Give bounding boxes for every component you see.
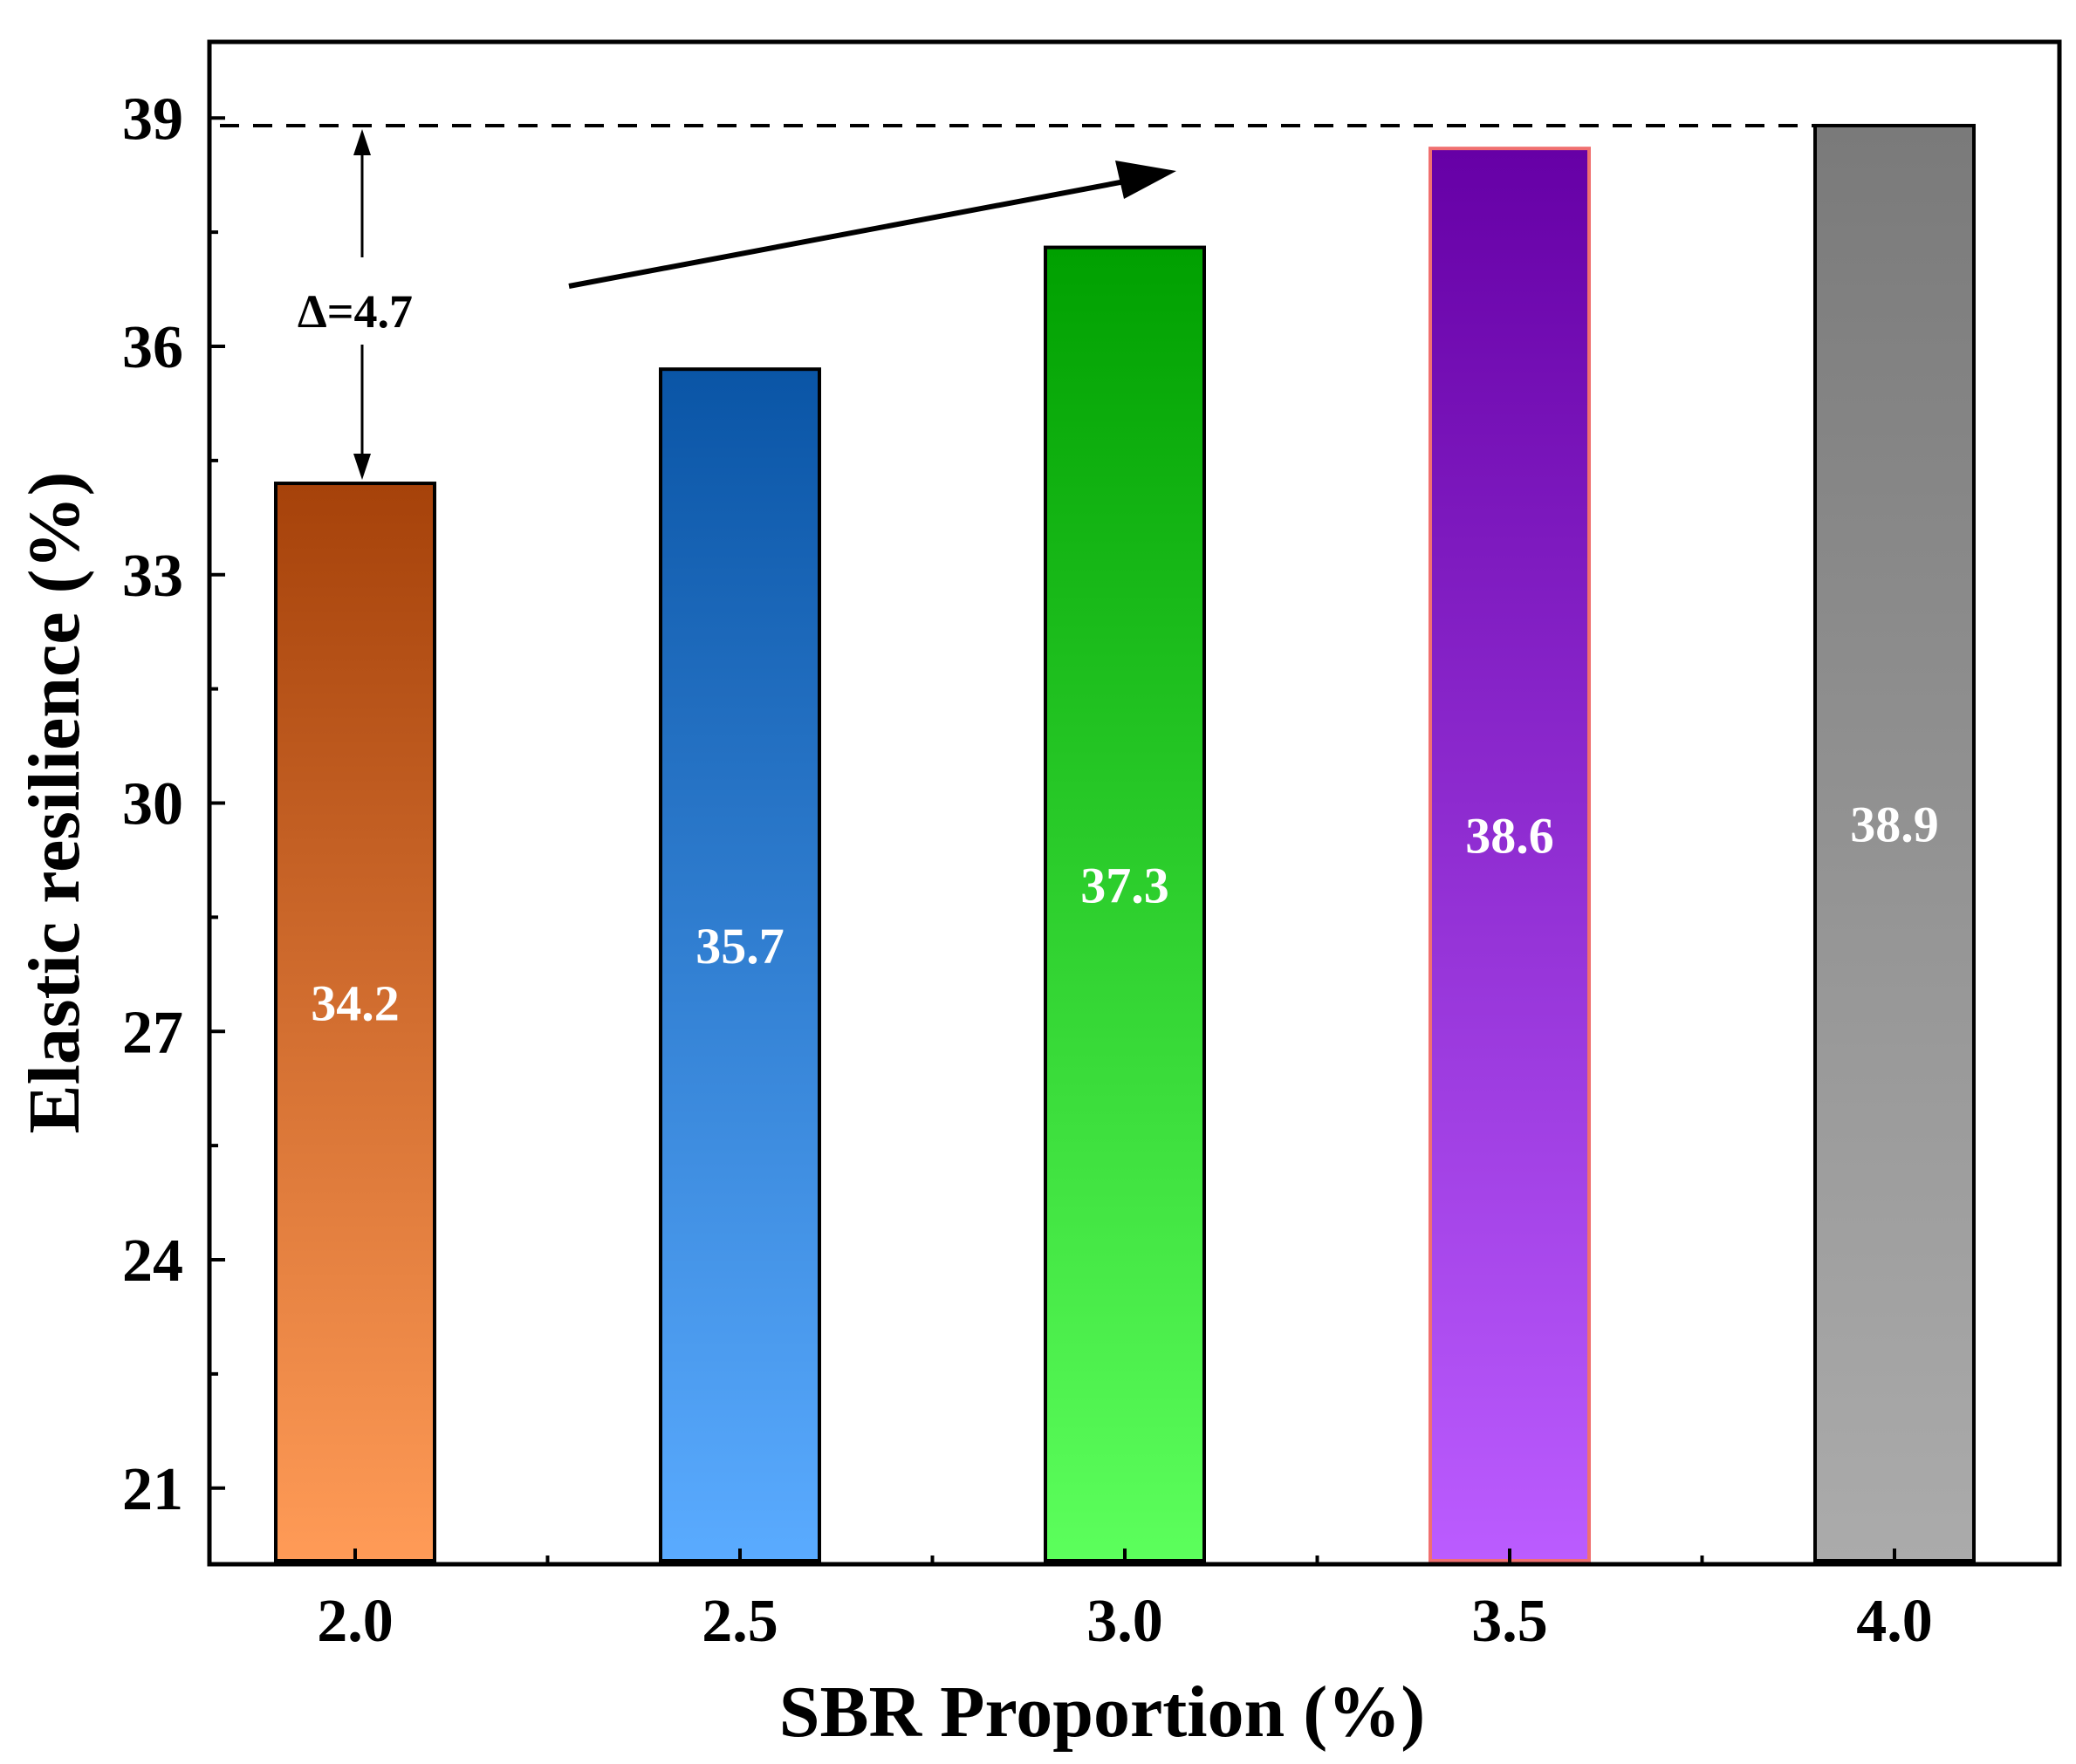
bar-value-label: 38.6 bbox=[1465, 808, 1554, 865]
bar-value-label: 34.2 bbox=[311, 975, 400, 1032]
bar-3.0 bbox=[1044, 245, 1206, 1563]
x-axis-ticks: 2.0 2.5 3.0 3.5 4.0 bbox=[317, 1549, 1933, 1655]
y-tick-label: 39 bbox=[122, 85, 183, 153]
y-axis-title: Elastic resilience (%) bbox=[14, 472, 95, 1134]
bar-value-label: 37.3 bbox=[1080, 857, 1169, 913]
delta-arrowhead-down bbox=[353, 454, 371, 481]
bar-2.5 bbox=[659, 367, 821, 1562]
y-tick-label: 36 bbox=[122, 314, 183, 381]
bar-value-label: 38.9 bbox=[1850, 796, 1939, 852]
x-tick-label: 3.0 bbox=[1086, 1588, 1163, 1655]
y-tick-label: 27 bbox=[122, 999, 183, 1066]
trend-arrowhead bbox=[1115, 161, 1176, 199]
delta-arrowhead-up bbox=[353, 128, 371, 155]
bar-2.0 bbox=[274, 482, 436, 1562]
bars-layer: 34.2 35.7 37.3 38.6 38.9 bbox=[274, 123, 1976, 1563]
bar-3.5 bbox=[1429, 147, 1591, 1562]
x-tick-label: 3.5 bbox=[1471, 1588, 1548, 1655]
y-tick-label: 30 bbox=[122, 771, 183, 838]
bar-4.0 bbox=[1813, 123, 1976, 1563]
x-tick-label: 2.0 bbox=[317, 1588, 394, 1655]
x-axis-title: SBR Proportion (%) bbox=[779, 1672, 1425, 1753]
trend-arrow bbox=[568, 176, 1140, 289]
y-axis-ticks: 21 24 27 30 33 36 39 bbox=[122, 85, 225, 1523]
x-tick-label: 2.5 bbox=[702, 1588, 778, 1655]
annotation-layer: Δ=4.7 bbox=[220, 123, 1815, 481]
delta-label: Δ=4.7 bbox=[298, 285, 413, 338]
y-tick-label: 21 bbox=[122, 1456, 183, 1523]
axes-layer: 21 24 27 30 33 36 39 2.0 2.5 3.0 3.5 4.0 bbox=[122, 39, 2062, 1655]
y-tick-label: 33 bbox=[122, 543, 183, 610]
y-tick-label: 24 bbox=[122, 1227, 183, 1295]
x-tick-label: 4.0 bbox=[1856, 1588, 1933, 1655]
bar-value-label: 35.7 bbox=[695, 918, 784, 974]
